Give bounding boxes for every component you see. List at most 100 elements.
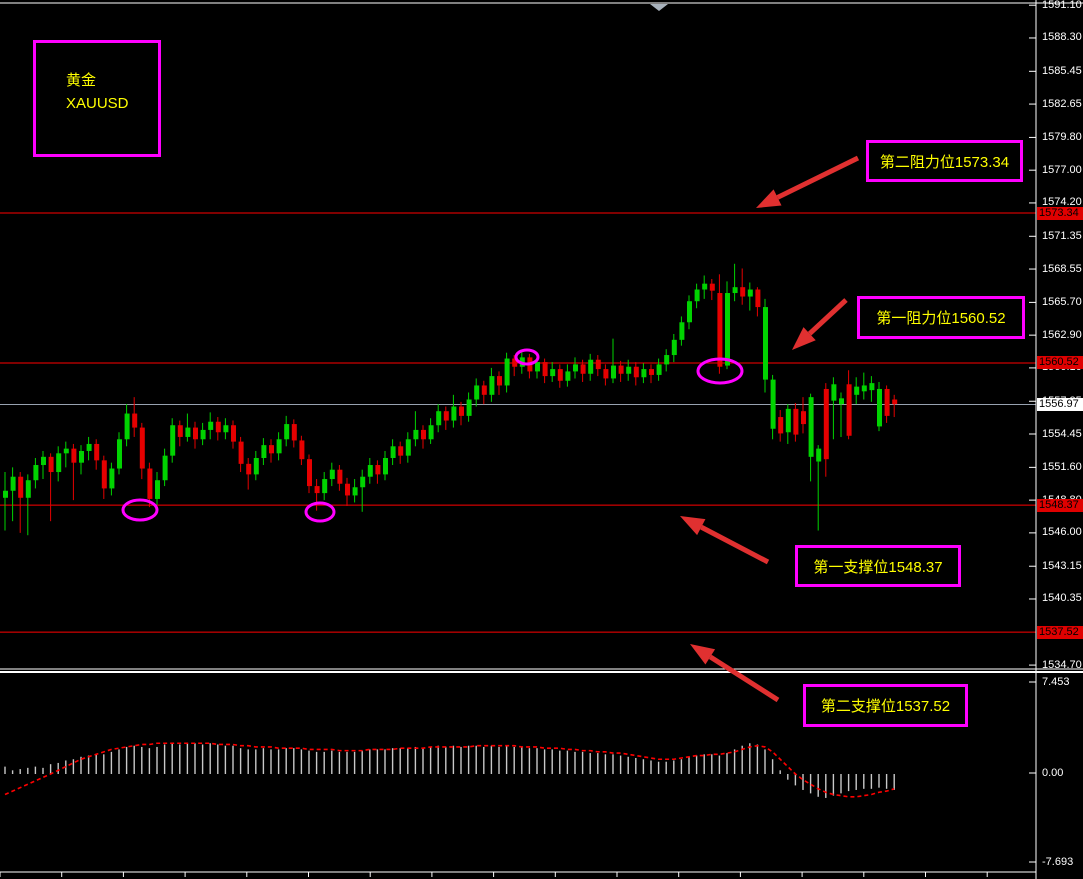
candle-body bbox=[474, 385, 480, 400]
candle-body bbox=[443, 411, 449, 421]
candle-body bbox=[785, 408, 791, 433]
candle-body bbox=[763, 307, 768, 380]
candle-body bbox=[238, 441, 244, 464]
candle-body bbox=[253, 457, 259, 475]
candle-body bbox=[466, 399, 472, 416]
highlight-ellipse bbox=[121, 498, 159, 522]
candle-body bbox=[155, 480, 160, 499]
candle-body bbox=[33, 465, 39, 481]
candle-body bbox=[276, 439, 282, 454]
candle-body bbox=[603, 369, 609, 379]
candle-body bbox=[185, 427, 191, 437]
price-axis-label: 1579.80 bbox=[1042, 130, 1082, 143]
candle-body bbox=[778, 417, 784, 434]
candle-body bbox=[405, 439, 411, 456]
candle-body bbox=[846, 384, 852, 436]
candle-body bbox=[101, 460, 107, 489]
candle-body bbox=[223, 425, 229, 433]
highlight-ellipse bbox=[514, 348, 540, 366]
candle-body bbox=[877, 388, 882, 427]
candle-body bbox=[390, 446, 396, 458]
candle-body bbox=[557, 369, 563, 381]
candle-body bbox=[664, 355, 670, 365]
candle-body bbox=[162, 455, 168, 481]
candle-body bbox=[497, 376, 502, 386]
candle-body bbox=[86, 443, 92, 451]
price-axis-label: 1577.00 bbox=[1042, 163, 1082, 176]
candle-body bbox=[618, 365, 624, 374]
candle-body bbox=[649, 369, 654, 375]
candle-body bbox=[702, 283, 708, 290]
price-axis-label: 1540.35 bbox=[1042, 592, 1082, 605]
candle-body bbox=[595, 359, 601, 370]
resistance2-annotation: 第二阻力位1573.34 bbox=[866, 140, 1023, 182]
current-price-tag: 1556.97 bbox=[1037, 398, 1083, 412]
candle-body bbox=[801, 411, 806, 425]
candle-body bbox=[147, 468, 153, 499]
candle-body bbox=[459, 406, 464, 416]
candle-body bbox=[352, 487, 358, 496]
candle-body bbox=[725, 293, 730, 366]
candle-body bbox=[25, 480, 31, 498]
candle-body bbox=[63, 448, 69, 454]
candle-body bbox=[170, 425, 176, 456]
candle-body bbox=[854, 386, 860, 395]
candle-body bbox=[740, 287, 746, 297]
candle-body bbox=[261, 445, 267, 458]
candle-body bbox=[869, 383, 875, 391]
annotation-arrow bbox=[708, 654, 780, 703]
signal-line bbox=[4, 742, 895, 798]
candle-body bbox=[3, 490, 8, 498]
candle-body bbox=[246, 463, 252, 475]
resistance1-label: 第一阻力位1560.52 bbox=[876, 310, 1006, 327]
annotation-arrowhead bbox=[680, 516, 706, 536]
candle-body bbox=[861, 385, 867, 392]
candle-body bbox=[284, 424, 290, 440]
candle-body bbox=[770, 379, 776, 429]
candle-body bbox=[884, 388, 890, 416]
candle-body bbox=[124, 413, 130, 440]
level-price-tag: 1537.52 bbox=[1037, 625, 1083, 639]
candle-body bbox=[633, 366, 639, 378]
candle-body bbox=[109, 468, 115, 489]
candle-body bbox=[732, 287, 738, 294]
candle-body bbox=[580, 364, 586, 374]
annotation-arrowhead bbox=[792, 327, 816, 350]
candle-body bbox=[679, 322, 685, 340]
price-axis-label: 1543.15 bbox=[1042, 559, 1082, 572]
level-price-tag: 1560.52 bbox=[1037, 356, 1083, 370]
price-axis-label: 1565.70 bbox=[1042, 295, 1082, 308]
candle-body bbox=[588, 359, 594, 374]
candle-body bbox=[48, 456, 54, 473]
price-axis-label: 1554.45 bbox=[1042, 427, 1082, 440]
candle-body bbox=[94, 443, 100, 461]
candle-body bbox=[367, 465, 373, 477]
candle-body bbox=[132, 413, 138, 428]
annotation-arrow bbox=[776, 155, 860, 200]
price-axis-label: 1571.35 bbox=[1042, 229, 1082, 242]
indicator-axis-label: 7.453 bbox=[1042, 675, 1070, 688]
candle-body bbox=[71, 448, 77, 463]
candle-body bbox=[512, 358, 518, 367]
candle-body bbox=[398, 446, 404, 456]
candle-body bbox=[314, 486, 320, 494]
candle-body bbox=[747, 289, 753, 297]
candle-body bbox=[831, 384, 837, 401]
annotation-arrow bbox=[807, 298, 848, 336]
candle-body bbox=[117, 439, 122, 469]
candle-body bbox=[709, 283, 715, 291]
annotation-arrowhead bbox=[756, 189, 782, 208]
price-axis-label: 1585.45 bbox=[1042, 64, 1082, 77]
price-axis-label: 1562.90 bbox=[1042, 328, 1082, 341]
indicator-axis-label: 0.00 bbox=[1042, 766, 1064, 779]
support1-label: 第一支撑位1548.37 bbox=[813, 558, 943, 576]
price-axis-label: 1574.20 bbox=[1042, 196, 1082, 209]
candle-body bbox=[793, 408, 799, 435]
level-price-tag: 1573.34 bbox=[1037, 206, 1083, 220]
annotation-arrowhead bbox=[690, 644, 716, 665]
highlight-ellipse bbox=[304, 501, 336, 523]
price-axis-label: 1591.10 bbox=[1042, 0, 1082, 11]
candle-body bbox=[892, 399, 898, 405]
candle-body bbox=[375, 465, 381, 475]
